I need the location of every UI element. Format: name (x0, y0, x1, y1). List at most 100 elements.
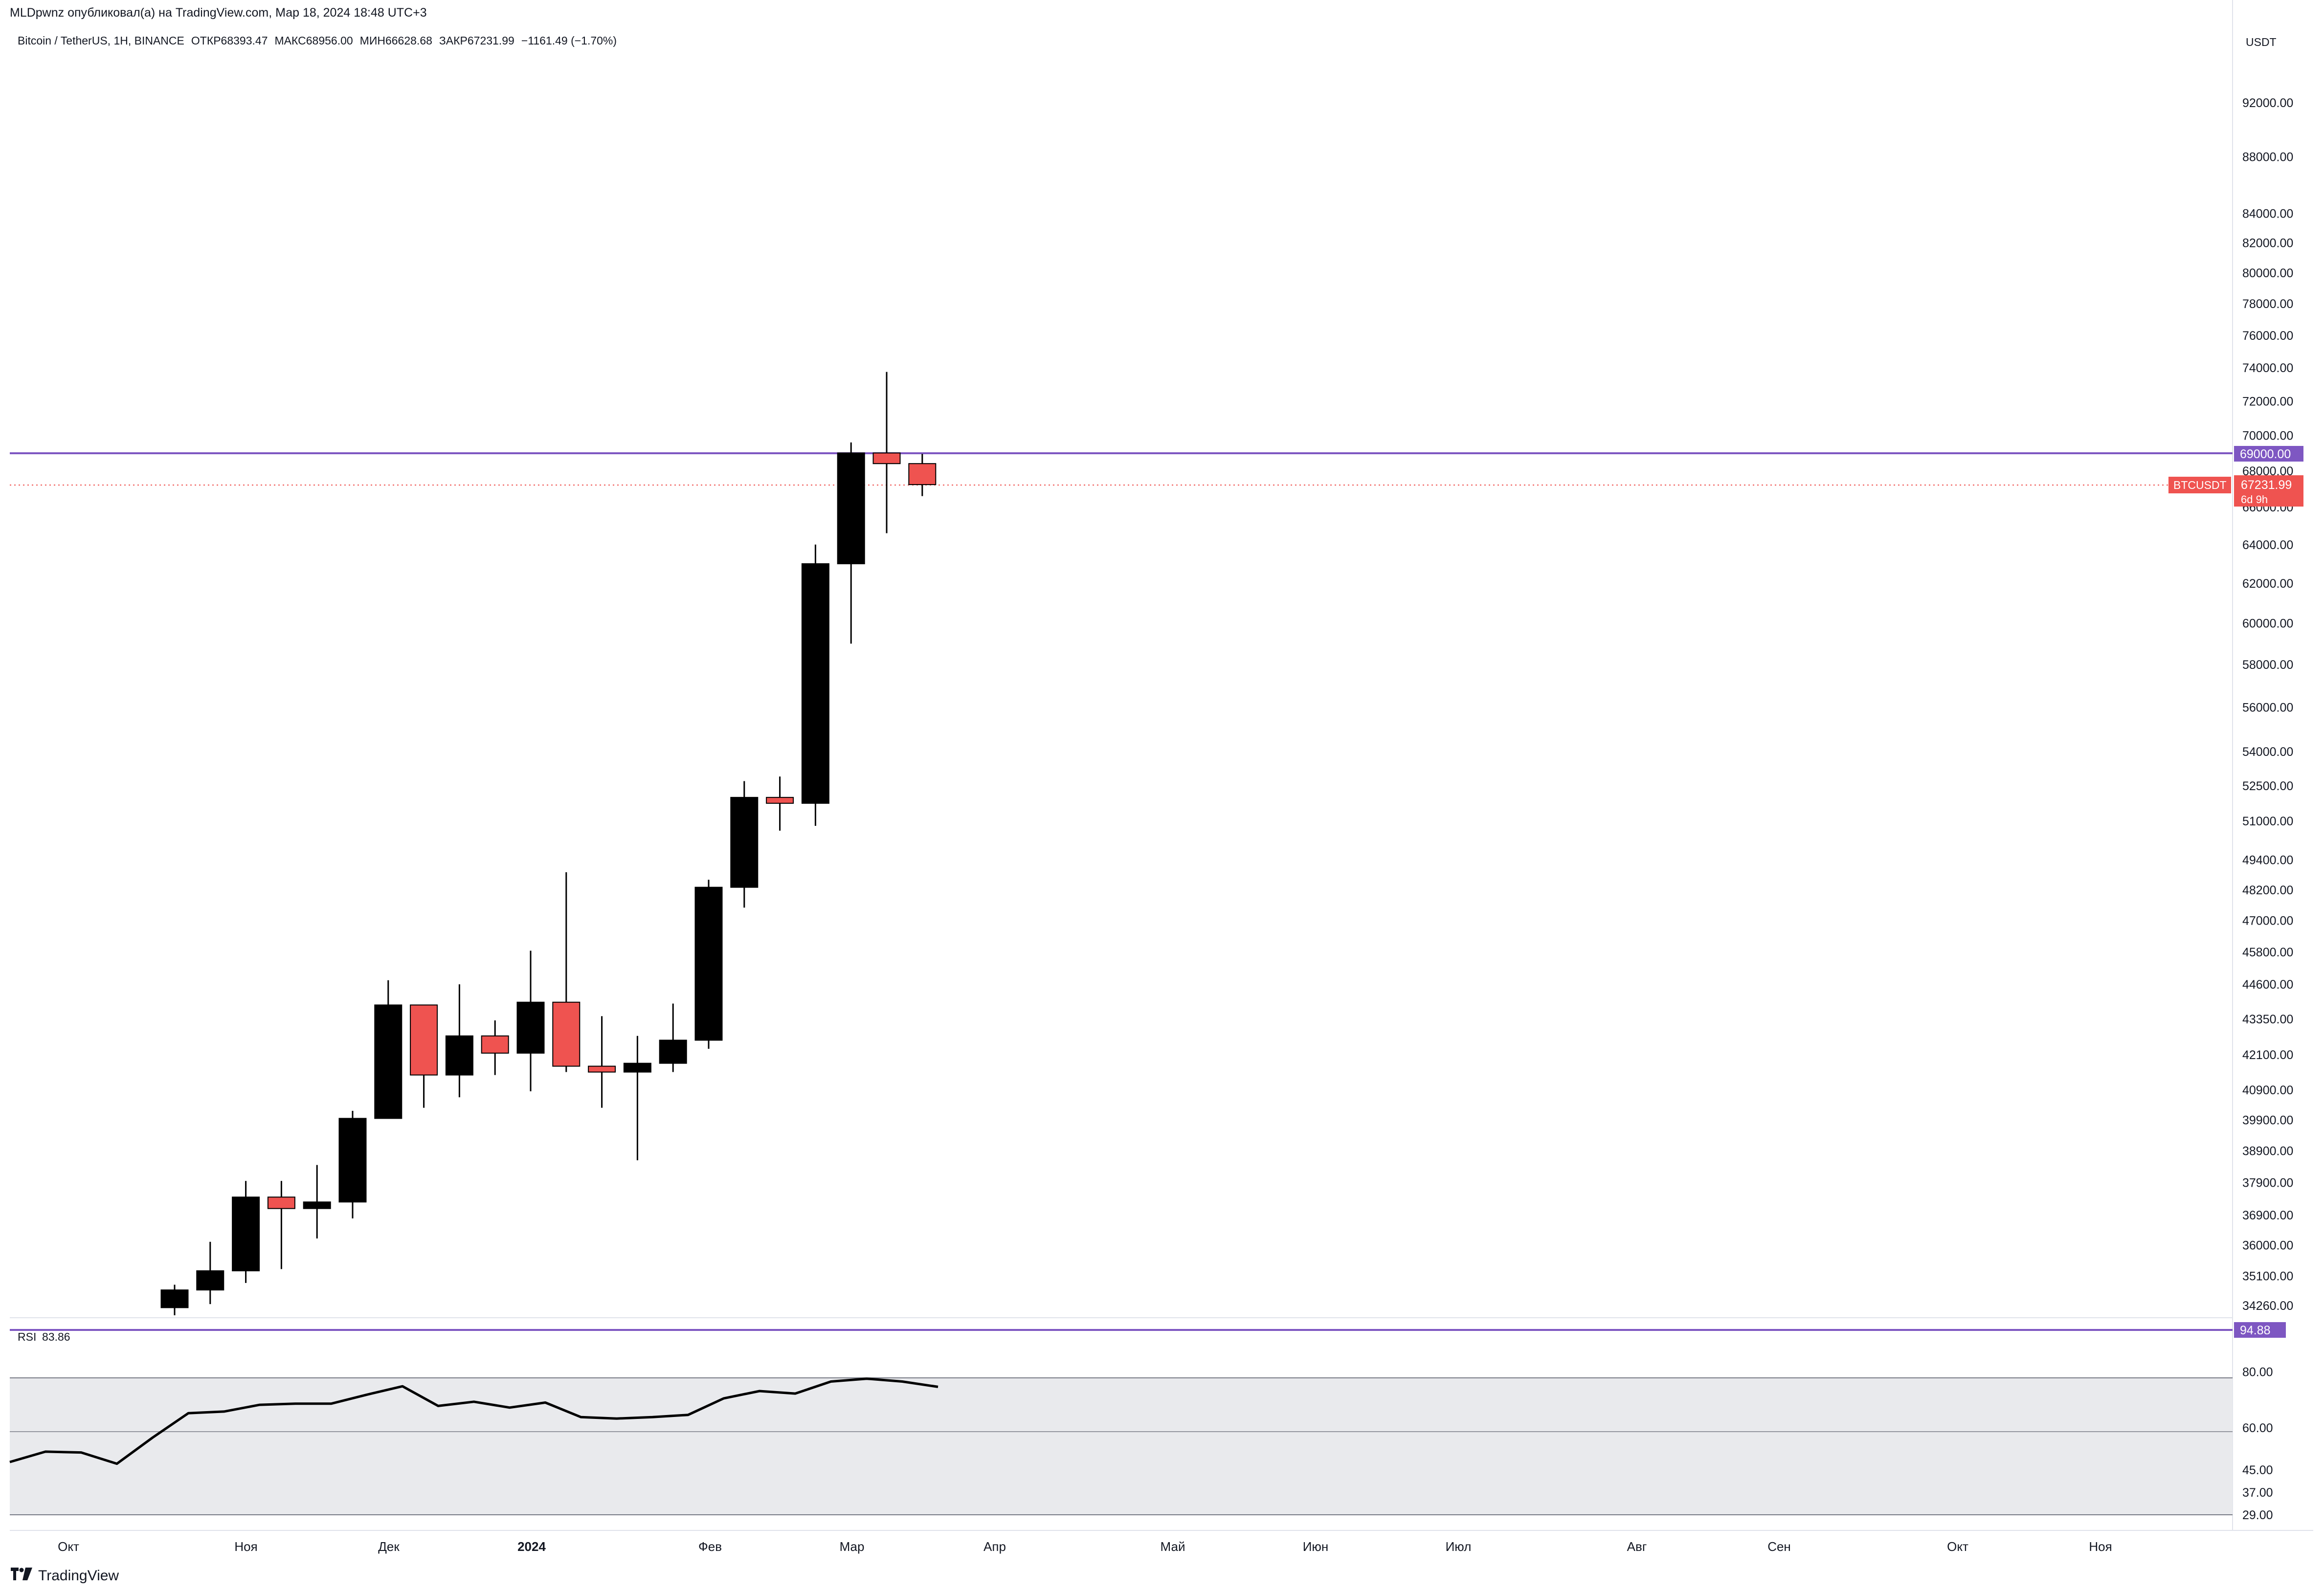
price-tick-label: 72000.00 (2242, 395, 2293, 408)
price-tick-label: 49400.00 (2242, 854, 2293, 867)
price-tick-label: 88000.00 (2242, 151, 2293, 164)
price-tick-label: 37900.00 (2242, 1176, 2293, 1190)
rsi-badge-bg (2234, 1322, 2286, 1338)
price-tick-label: 58000.00 (2242, 658, 2293, 672)
candle-body (837, 452, 865, 564)
price-tick-label: 34260.00 (2242, 1299, 2293, 1313)
price-tick-label: 42100.00 (2242, 1048, 2293, 1062)
price-tick-label: 54000.00 (2242, 745, 2293, 759)
candle-body (552, 1001, 581, 1067)
time-tick-label: Сен (1767, 1539, 1791, 1554)
last-price-badge: 67231.99 (2241, 478, 2292, 492)
candles-group (160, 372, 937, 1315)
price-tick-label: 70000.00 (2242, 429, 2293, 443)
rsi-tick-label: 37.00 (2242, 1486, 2273, 1500)
symbol-badge-bg (2168, 477, 2231, 493)
price-tick-label: 43350.00 (2242, 1013, 2293, 1026)
candle-body (730, 796, 759, 888)
price-tick-label: 84000.00 (2242, 207, 2293, 221)
price-tick-label: 47000.00 (2242, 914, 2293, 928)
price-tick-label: 51000.00 (2242, 815, 2293, 828)
price-tick-label: 76000.00 (2242, 329, 2293, 343)
price-tick-label: 80000.00 (2242, 266, 2293, 280)
symbol-badge: BTCUSDT (2173, 479, 2227, 491)
rsi-tick-label: 80.00 (2242, 1365, 2273, 1379)
price-tick-label: 56000.00 (2242, 701, 2293, 714)
rsi-tick-label: 45.00 (2242, 1463, 2273, 1477)
time-tick-label: Июл (1446, 1539, 1472, 1554)
candle-body (374, 1004, 402, 1119)
time-tick-label: Ноя (2089, 1539, 2112, 1554)
last-price-badge-bg (2234, 475, 2303, 507)
candle-body (908, 463, 937, 486)
rsi-band (10, 1378, 2233, 1515)
rsi-level-badge: 94.88 (2240, 1324, 2271, 1337)
time-axis-labels[interactable]: Окт Ноя Дек 2024 Фев Мар Апр Май Июн Июл Авг Сен Окт… (58, 1539, 2112, 1554)
legend-close: ЗАКР67231.99 (439, 34, 514, 47)
rsi-value: 83.86 (42, 1330, 70, 1343)
price-axis-labels[interactable]: 92000.00 88000.00 84000.00 82000.00 80000.00… (2242, 96, 2293, 1313)
price-tick-label: 40900.00 (2242, 1084, 2293, 1097)
legend-change: −1161.49 (−1.70%) (521, 34, 617, 47)
price-tick-label: 36900.00 (2242, 1209, 2293, 1222)
price-tick-label: 82000.00 (2242, 237, 2293, 250)
legend-low: МИН66628.68 (359, 34, 432, 47)
candle-body (481, 1035, 509, 1054)
tv-logo-icon (11, 1568, 32, 1584)
time-tick-label: Май (1161, 1539, 1185, 1554)
time-tick-label: Мар (840, 1539, 865, 1554)
candle-body (872, 452, 901, 465)
candle-body (232, 1196, 260, 1272)
rsi-axis-labels[interactable]: 80.00 60.00 45.00 37.00 29.00 (2242, 1365, 2273, 1522)
candle-body (410, 1004, 438, 1076)
price-tick-label: 64000.00 (2242, 538, 2293, 552)
candle-body (623, 1062, 651, 1073)
brand-watermark[interactable]: TradingView (11, 1568, 119, 1584)
price-tick-label: 78000.00 (2242, 297, 2293, 311)
candle-body (338, 1118, 367, 1203)
candle-body (196, 1270, 224, 1291)
price-tick-label: 38900.00 (2242, 1145, 2293, 1158)
time-tick-label: 2024 (517, 1539, 546, 1554)
candle-body (267, 1196, 295, 1209)
price-tick-label: 45800.00 (2242, 946, 2293, 959)
publisher-line: MLDpwnz опубликовал(а) на TradingView.co… (10, 6, 427, 20)
price-tick-label: 48200.00 (2242, 884, 2293, 897)
price-tick-label: 60000.00 (2242, 617, 2293, 630)
rsi-line (9, 1377, 939, 1465)
rsi-tick-label: 60.00 (2242, 1421, 2273, 1435)
price-tick-label: 44600.00 (2242, 978, 2293, 992)
level-badge-bg (2234, 446, 2303, 462)
symbol-legend: Bitcoin / TetherUS, 1Н, BINANCE ОТКР6839… (18, 34, 624, 47)
time-tick-label: Ноя (234, 1539, 257, 1554)
time-tick-label: Июн (1303, 1539, 1329, 1554)
rsi-label[interactable]: RSI (18, 1330, 36, 1343)
price-tick-label: 35100.00 (2242, 1270, 2293, 1283)
time-tick-label: Окт (1947, 1539, 1968, 1554)
time-tick-label: Авг (1627, 1539, 1647, 1554)
price-tick-label: 62000.00 (2242, 577, 2293, 591)
currency-selector[interactable]: USDT (2246, 36, 2277, 48)
time-tick-label: Дек (378, 1539, 400, 1554)
candle-body (588, 1065, 616, 1073)
price-tick-label: 39900.00 (2242, 1113, 2293, 1127)
candle-body (303, 1201, 331, 1209)
candle-body (516, 1001, 545, 1054)
rsi-tick-label: 29.00 (2242, 1508, 2273, 1522)
price-tick-label: 92000.00 (2242, 96, 2293, 110)
time-tick-label: Апр (983, 1539, 1006, 1554)
candle-body (160, 1289, 189, 1308)
price-tick-label: 36000.00 (2242, 1239, 2293, 1253)
time-tick-label: Фев (698, 1539, 722, 1554)
brand-name: TradingView (38, 1568, 119, 1584)
time-tick-label: Окт (58, 1539, 79, 1554)
candle-body (801, 563, 829, 804)
legend-open: ОТКР68393.47 (191, 34, 268, 47)
candle-body (445, 1035, 473, 1076)
candle-body (659, 1040, 687, 1064)
price-tick-label: 74000.00 (2242, 361, 2293, 375)
level-badge: 69000.00 (2240, 447, 2291, 461)
legend-symbol[interactable]: Bitcoin / TetherUS, 1Н, BINANCE (18, 34, 184, 47)
countdown-label: 6d 9h (2241, 493, 2268, 506)
